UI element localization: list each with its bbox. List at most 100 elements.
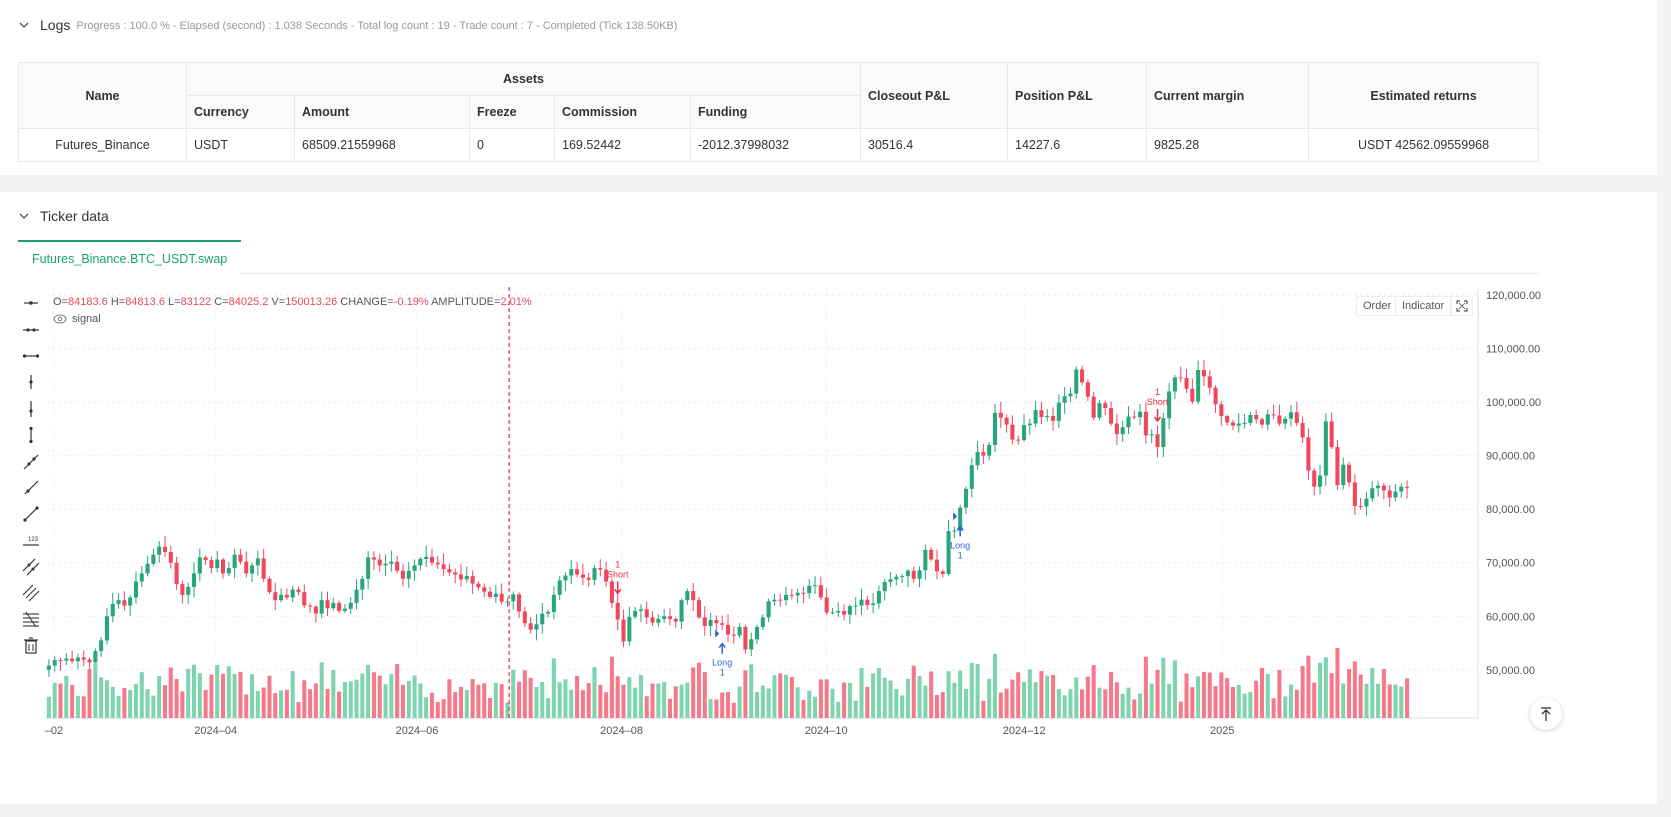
volume-bar (1138, 693, 1143, 718)
price-label-icon[interactable]: 123 (22, 532, 40, 550)
volume-bar (168, 667, 173, 718)
candle-body (1213, 387, 1218, 405)
eye-icon[interactable] (53, 314, 67, 324)
volume-bar (1358, 674, 1363, 718)
candle-body (1259, 419, 1265, 425)
volume-bar (70, 685, 75, 718)
candle-body (801, 592, 806, 594)
fullscreen-button[interactable] (1451, 296, 1473, 316)
parallel-channel-icon[interactable] (22, 558, 40, 576)
table-row: Futures_Binance USDT 68509.21559968 0 16… (18, 128, 1539, 162)
volume-bar (1091, 665, 1096, 718)
candle-body (366, 557, 371, 579)
chevron-down-icon[interactable] (18, 210, 30, 222)
candle-body (139, 573, 144, 582)
x-tick-label: 2024–06 (396, 725, 439, 737)
col-margin: Current margin (1146, 62, 1309, 129)
volume-bar (1196, 676, 1201, 718)
volume-bar (209, 674, 214, 718)
candle-body (580, 574, 585, 578)
signal-indicator-row[interactable]: signal (53, 313, 101, 325)
candle-body (1190, 388, 1195, 402)
volume-bar (1039, 671, 1044, 718)
col-closeout: Closeout P&L (860, 62, 1008, 129)
volume-bar (824, 679, 829, 718)
volume-bar (493, 682, 498, 718)
candle-body (1364, 498, 1369, 507)
volume-bar (1074, 677, 1079, 718)
volume-bar (673, 686, 678, 718)
vertical-line-icon[interactable] (22, 400, 40, 418)
volume-bar (592, 667, 597, 718)
order-button[interactable]: Order (1356, 296, 1399, 316)
volume-bar (1068, 689, 1073, 718)
volume-bar (197, 673, 202, 718)
volume-bar (685, 682, 690, 718)
candle-body (58, 660, 63, 662)
volume-bar (93, 663, 98, 718)
vertical-ray-icon[interactable] (22, 373, 40, 391)
candle-body (667, 616, 672, 619)
candle-body (917, 570, 922, 579)
candle-body (499, 593, 504, 602)
candle-body (511, 594, 516, 602)
volume-bar (273, 693, 278, 718)
fib-retracement-icon[interactable] (22, 610, 40, 628)
tab-symbol[interactable]: Futures_Binance.BTC_USDT.swap (18, 240, 242, 274)
horizontal-line-icon[interactable] (22, 321, 40, 339)
volume-bar (871, 673, 876, 718)
volume-bar (1190, 687, 1195, 718)
volume-bar (842, 682, 847, 718)
cell-freeze: 0 (469, 128, 555, 162)
candle-body (145, 563, 150, 574)
volume-bar (308, 689, 313, 718)
volume-bar (743, 670, 748, 718)
horizontal-ray-icon[interactable] (22, 294, 40, 312)
candle-body (226, 568, 231, 574)
candle-body (174, 562, 179, 585)
volume-bar (1172, 660, 1177, 718)
logs-header[interactable]: Logs Progress : 100.0 % - Elapsed (secon… (18, 17, 677, 33)
ticker-header[interactable]: Ticker data (18, 208, 109, 224)
vertical-segment-icon[interactable] (22, 426, 40, 444)
candle-body (348, 602, 353, 609)
volume-bar (1230, 686, 1236, 718)
candlestick-chart[interactable]: 120,000.00 110,000.00 100,000.00 90,000.00 8… (18, 287, 1548, 747)
volume-bar (464, 689, 469, 718)
volume-bar (998, 692, 1003, 718)
candle-body (604, 569, 609, 582)
candle-body (1027, 423, 1032, 426)
scroll-to-top-button[interactable] (1530, 698, 1562, 730)
o-label: O= (53, 296, 68, 308)
volume-bar (296, 701, 301, 718)
candle-body (772, 599, 777, 602)
signal-count: 1 (1155, 387, 1160, 397)
col-amount: Amount (294, 95, 470, 129)
volume-bar (1056, 688, 1061, 718)
candle-body (987, 444, 992, 456)
horizontal-segment-icon[interactable] (22, 347, 40, 365)
y-tick-label: 60,000.00 (1486, 611, 1535, 623)
trash-icon[interactable] (22, 636, 40, 654)
fib-lines-icon[interactable] (22, 584, 40, 602)
indicator-button[interactable]: Indicator (1395, 296, 1452, 316)
volume-bar (418, 683, 423, 718)
ray-line-icon[interactable] (22, 479, 40, 497)
cell-currency: USDT (186, 128, 295, 162)
trend-line-icon[interactable] (22, 453, 40, 471)
volume-bar (1045, 675, 1050, 718)
candle-body (598, 568, 603, 570)
candle-body (429, 556, 435, 563)
segment-line-icon[interactable] (22, 505, 40, 523)
x-tick-label: 2024–10 (805, 725, 848, 737)
candle-body (1300, 422, 1305, 438)
volume-bar (1027, 669, 1032, 718)
cell-closeout: 30516.4 (860, 128, 1008, 162)
short-arrow-icon (614, 581, 622, 595)
volume-bar (522, 670, 527, 718)
chart-area[interactable]: 123 120,000.00 110,000.00 100,000.00 90,000… (18, 287, 1548, 747)
volume-bar (830, 688, 835, 718)
candle-body (464, 576, 469, 580)
candle-body (220, 559, 226, 574)
chevron-down-icon[interactable] (18, 19, 30, 31)
